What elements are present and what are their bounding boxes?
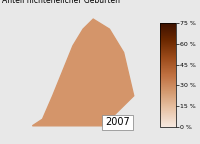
Polygon shape bbox=[32, 19, 134, 126]
Text: Anteil nichtehelicher Geburten: Anteil nichtehelicher Geburten bbox=[2, 0, 120, 5]
Text: 2007: 2007 bbox=[105, 118, 130, 127]
